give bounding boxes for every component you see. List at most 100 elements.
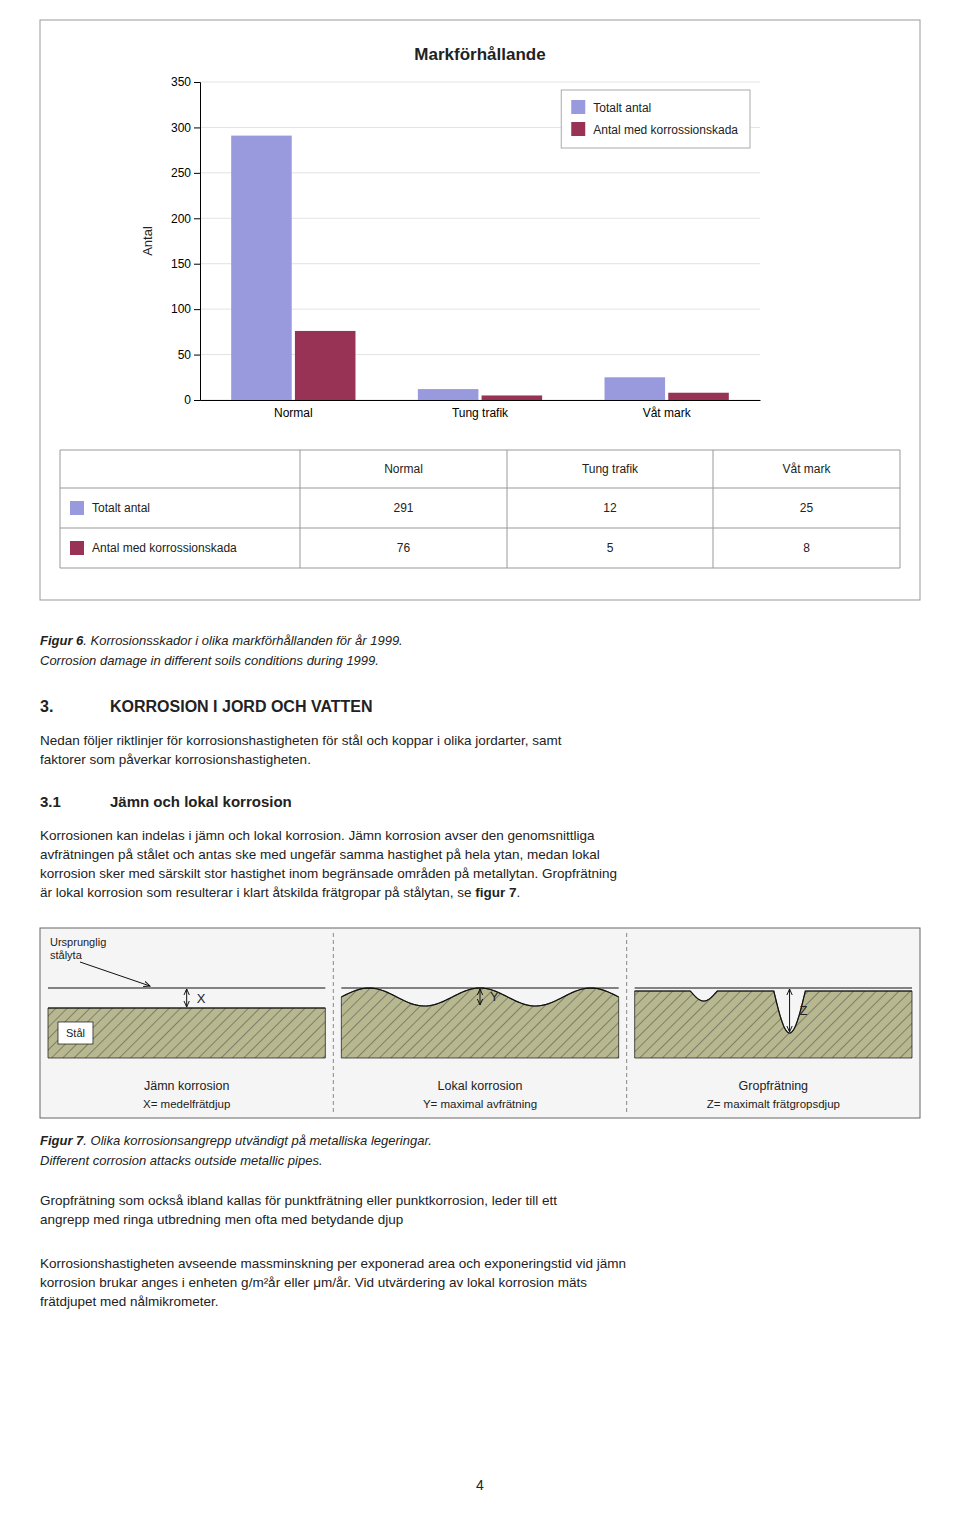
- tick: 150: [171, 257, 200, 271]
- chart-title: Markförhållande: [414, 45, 545, 64]
- surface-label: Ursprunglig: [50, 936, 106, 948]
- section-number: 3.1: [40, 793, 61, 810]
- tick: Tung trafik: [452, 406, 509, 420]
- panel-definition: Y= maximal avfrätning: [423, 1098, 537, 1110]
- pointer-arrow: [80, 962, 150, 986]
- background: [0, 0, 960, 1520]
- steel: [341, 988, 618, 1058]
- tick-label: 100: [171, 302, 191, 316]
- paragraph-line: avfrätningen på stålet och antas ske med…: [40, 847, 600, 862]
- bar: [668, 393, 729, 400]
- table-row-label: Totalt antal: [92, 501, 150, 515]
- tick: 350: [171, 75, 200, 89]
- panel-title: Lokal korrosion: [438, 1079, 523, 1093]
- table-swatch: [70, 501, 84, 515]
- table-cell: 8: [803, 541, 810, 555]
- tick-mark: [194, 127, 200, 128]
- bar: [482, 395, 543, 400]
- tick: 100: [171, 302, 200, 316]
- tick-mark: [194, 218, 200, 219]
- bar: [605, 377, 666, 400]
- bar: [231, 136, 292, 400]
- original-surface: [635, 987, 912, 988]
- legend-label: Antal med korrossionskada: [593, 123, 738, 137]
- panel-separator: [333, 933, 334, 1113]
- axis-line: [194, 83, 201, 401]
- legend-label: Totalt antal: [593, 101, 651, 115]
- paragraph-line: Gropfrätning som också ibland kallas för…: [40, 1193, 557, 1208]
- tick: 0: [184, 393, 200, 407]
- tick-label: Normal: [274, 406, 313, 420]
- section-heading: Jämn och lokal korrosion: [110, 793, 292, 810]
- corroded-surface: [48, 1007, 325, 1008]
- tick-label: 250: [171, 166, 191, 180]
- tick-label: 0: [184, 393, 191, 407]
- tick-mark: [194, 309, 200, 310]
- dimension-label: Y: [490, 989, 499, 1004]
- dimension-label: Z: [800, 1003, 808, 1018]
- tick-label: Våt mark: [643, 406, 692, 420]
- steel-label: Stål: [66, 1027, 85, 1039]
- corroded-surface: [341, 988, 618, 1006]
- data-table: NormalTung trafikVåt markTotalt antal291…: [60, 450, 900, 568]
- y-axis-title: Antal: [140, 226, 155, 256]
- grid-line: [200, 82, 760, 83]
- paragraph-text: är lokal korrosion som resulterar i klar…: [40, 885, 475, 900]
- page: Markförhållande050100150200250300350Norm…: [0, 0, 960, 1520]
- panel-title: Jämn korrosion: [144, 1079, 229, 1093]
- caption: Figur 7. Olika korrosionsangrepp utvändi…: [40, 1133, 432, 1148]
- corrosion-diagram: XJämn korrosionX= medelfrätdjupUrsprungl…: [40, 928, 920, 1118]
- steel: [48, 1008, 325, 1058]
- paragraph-line: Korrosionen kan indelas i jämn och lokal…: [40, 828, 595, 843]
- section-border: [40, 20, 920, 600]
- grid: [200, 82, 760, 400]
- caption-translation: Different corrosion attacks outside meta…: [40, 1153, 323, 1168]
- tick-label: 350: [171, 75, 191, 89]
- tick: Normal: [274, 406, 313, 420]
- tick-mark: [194, 173, 200, 174]
- panel-definition: X= medelfrätdjup: [143, 1098, 230, 1110]
- table-row-label: Antal med korrossionskada: [92, 541, 237, 555]
- section-heading: KORROSION I JORD OCH VATTEN: [110, 698, 373, 715]
- dimension-arrow: [186, 989, 187, 1007]
- dimension-arrow: [789, 989, 790, 1032]
- panel-title: Gropfrätning: [739, 1079, 809, 1093]
- legend-box: [561, 90, 750, 148]
- table-rule: [60, 450, 61, 568]
- table-cell: 5: [607, 541, 614, 555]
- table-cell: 76: [397, 541, 411, 555]
- paragraph-line: korrosion sker med särskilt stor hastigh…: [40, 866, 617, 881]
- tick-mark: [194, 355, 200, 356]
- table-rule: [300, 450, 301, 568]
- table-swatch: [70, 541, 84, 555]
- surface-label: stålyta: [50, 949, 83, 961]
- tick: 200: [171, 212, 200, 226]
- tick-label: 150: [171, 257, 191, 271]
- legend-swatch: [571, 100, 585, 114]
- x-axis: Normal Tung trafik Våt mark: [201, 401, 761, 420]
- caption-label: Figur 7: [40, 1133, 84, 1148]
- table-rule: [713, 450, 714, 568]
- bars: [231, 136, 729, 400]
- tick-mark: [194, 264, 200, 265]
- tick-mark: [194, 400, 200, 401]
- legend: Totalt antal Antal med korrossionskada: [561, 90, 750, 148]
- caption-text: . Korrosionsskador i olika markförhållan…: [83, 633, 402, 648]
- tick-label: 50: [178, 348, 192, 362]
- table-cell: 25: [800, 501, 814, 515]
- bar: [295, 331, 356, 400]
- page-number: 4: [476, 1477, 484, 1493]
- tick: Våt mark: [643, 406, 692, 420]
- paragraph-line: Nedan följer riktlinjer för korrosionsha…: [40, 733, 562, 748]
- paragraph-line: Korrosionshastigheten avseende massminsk…: [40, 1256, 626, 1271]
- paragraph-line: faktorer som påverkar korrosionshastighe…: [40, 752, 311, 767]
- caption-translation: Corrosion damage in different soils cond…: [40, 653, 379, 668]
- table-rule: [60, 488, 900, 489]
- table-rule: [60, 568, 900, 569]
- axis-line: [201, 400, 761, 401]
- tick-mark: [194, 82, 200, 83]
- table-cell: 291: [393, 501, 413, 515]
- original-surface: [341, 987, 618, 988]
- caption-text: . Olika korrosionsangrepp utvändigt på m…: [83, 1133, 432, 1148]
- bar-series: [295, 331, 729, 400]
